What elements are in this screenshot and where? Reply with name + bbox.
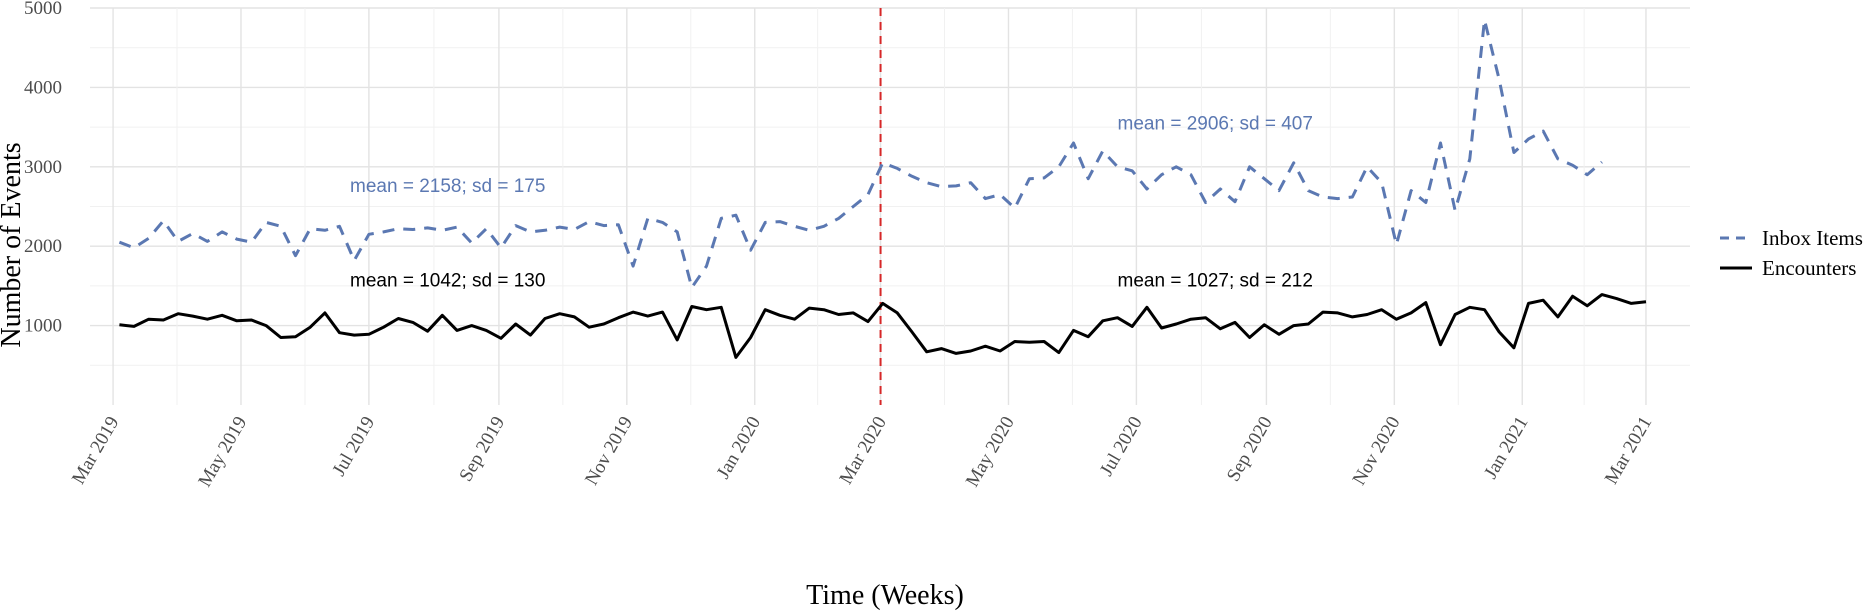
y-axis-title: Number of Events [0, 142, 27, 347]
annotations: mean = 2158; sd = 175 mean = 2906; sd = 4… [350, 113, 1313, 291]
series-line-inbox-items [118, 18, 1603, 289]
y-tick-label: 1000 [24, 316, 62, 337]
y-axis: 1000 2000 3000 4000 5000 [24, 0, 62, 337]
legend-label-inbox-items: Inbox Items [1762, 226, 1863, 250]
annotation-1: mean = 2158; sd = 175 [350, 176, 545, 197]
legend: Inbox Items Encounters [1720, 226, 1863, 280]
series-layer [118, 18, 1647, 359]
y-tick-label: 5000 [24, 0, 62, 19]
annotation-3: mean = 1042; sd = 130 [350, 271, 545, 292]
y-tick-label: 2000 [24, 236, 62, 257]
y-tick-label: 4000 [24, 77, 62, 98]
annotation-4: mean = 1027; sd = 212 [1118, 271, 1313, 292]
series-line-encounters [119, 293, 1647, 359]
y-tick-label: 3000 [24, 157, 62, 178]
x-axis-title: Time (Weeks) [806, 580, 964, 611]
annotation-2: mean = 2906; sd = 407 [1118, 113, 1313, 134]
legend-label-encounters: Encounters [1762, 256, 1856, 280]
